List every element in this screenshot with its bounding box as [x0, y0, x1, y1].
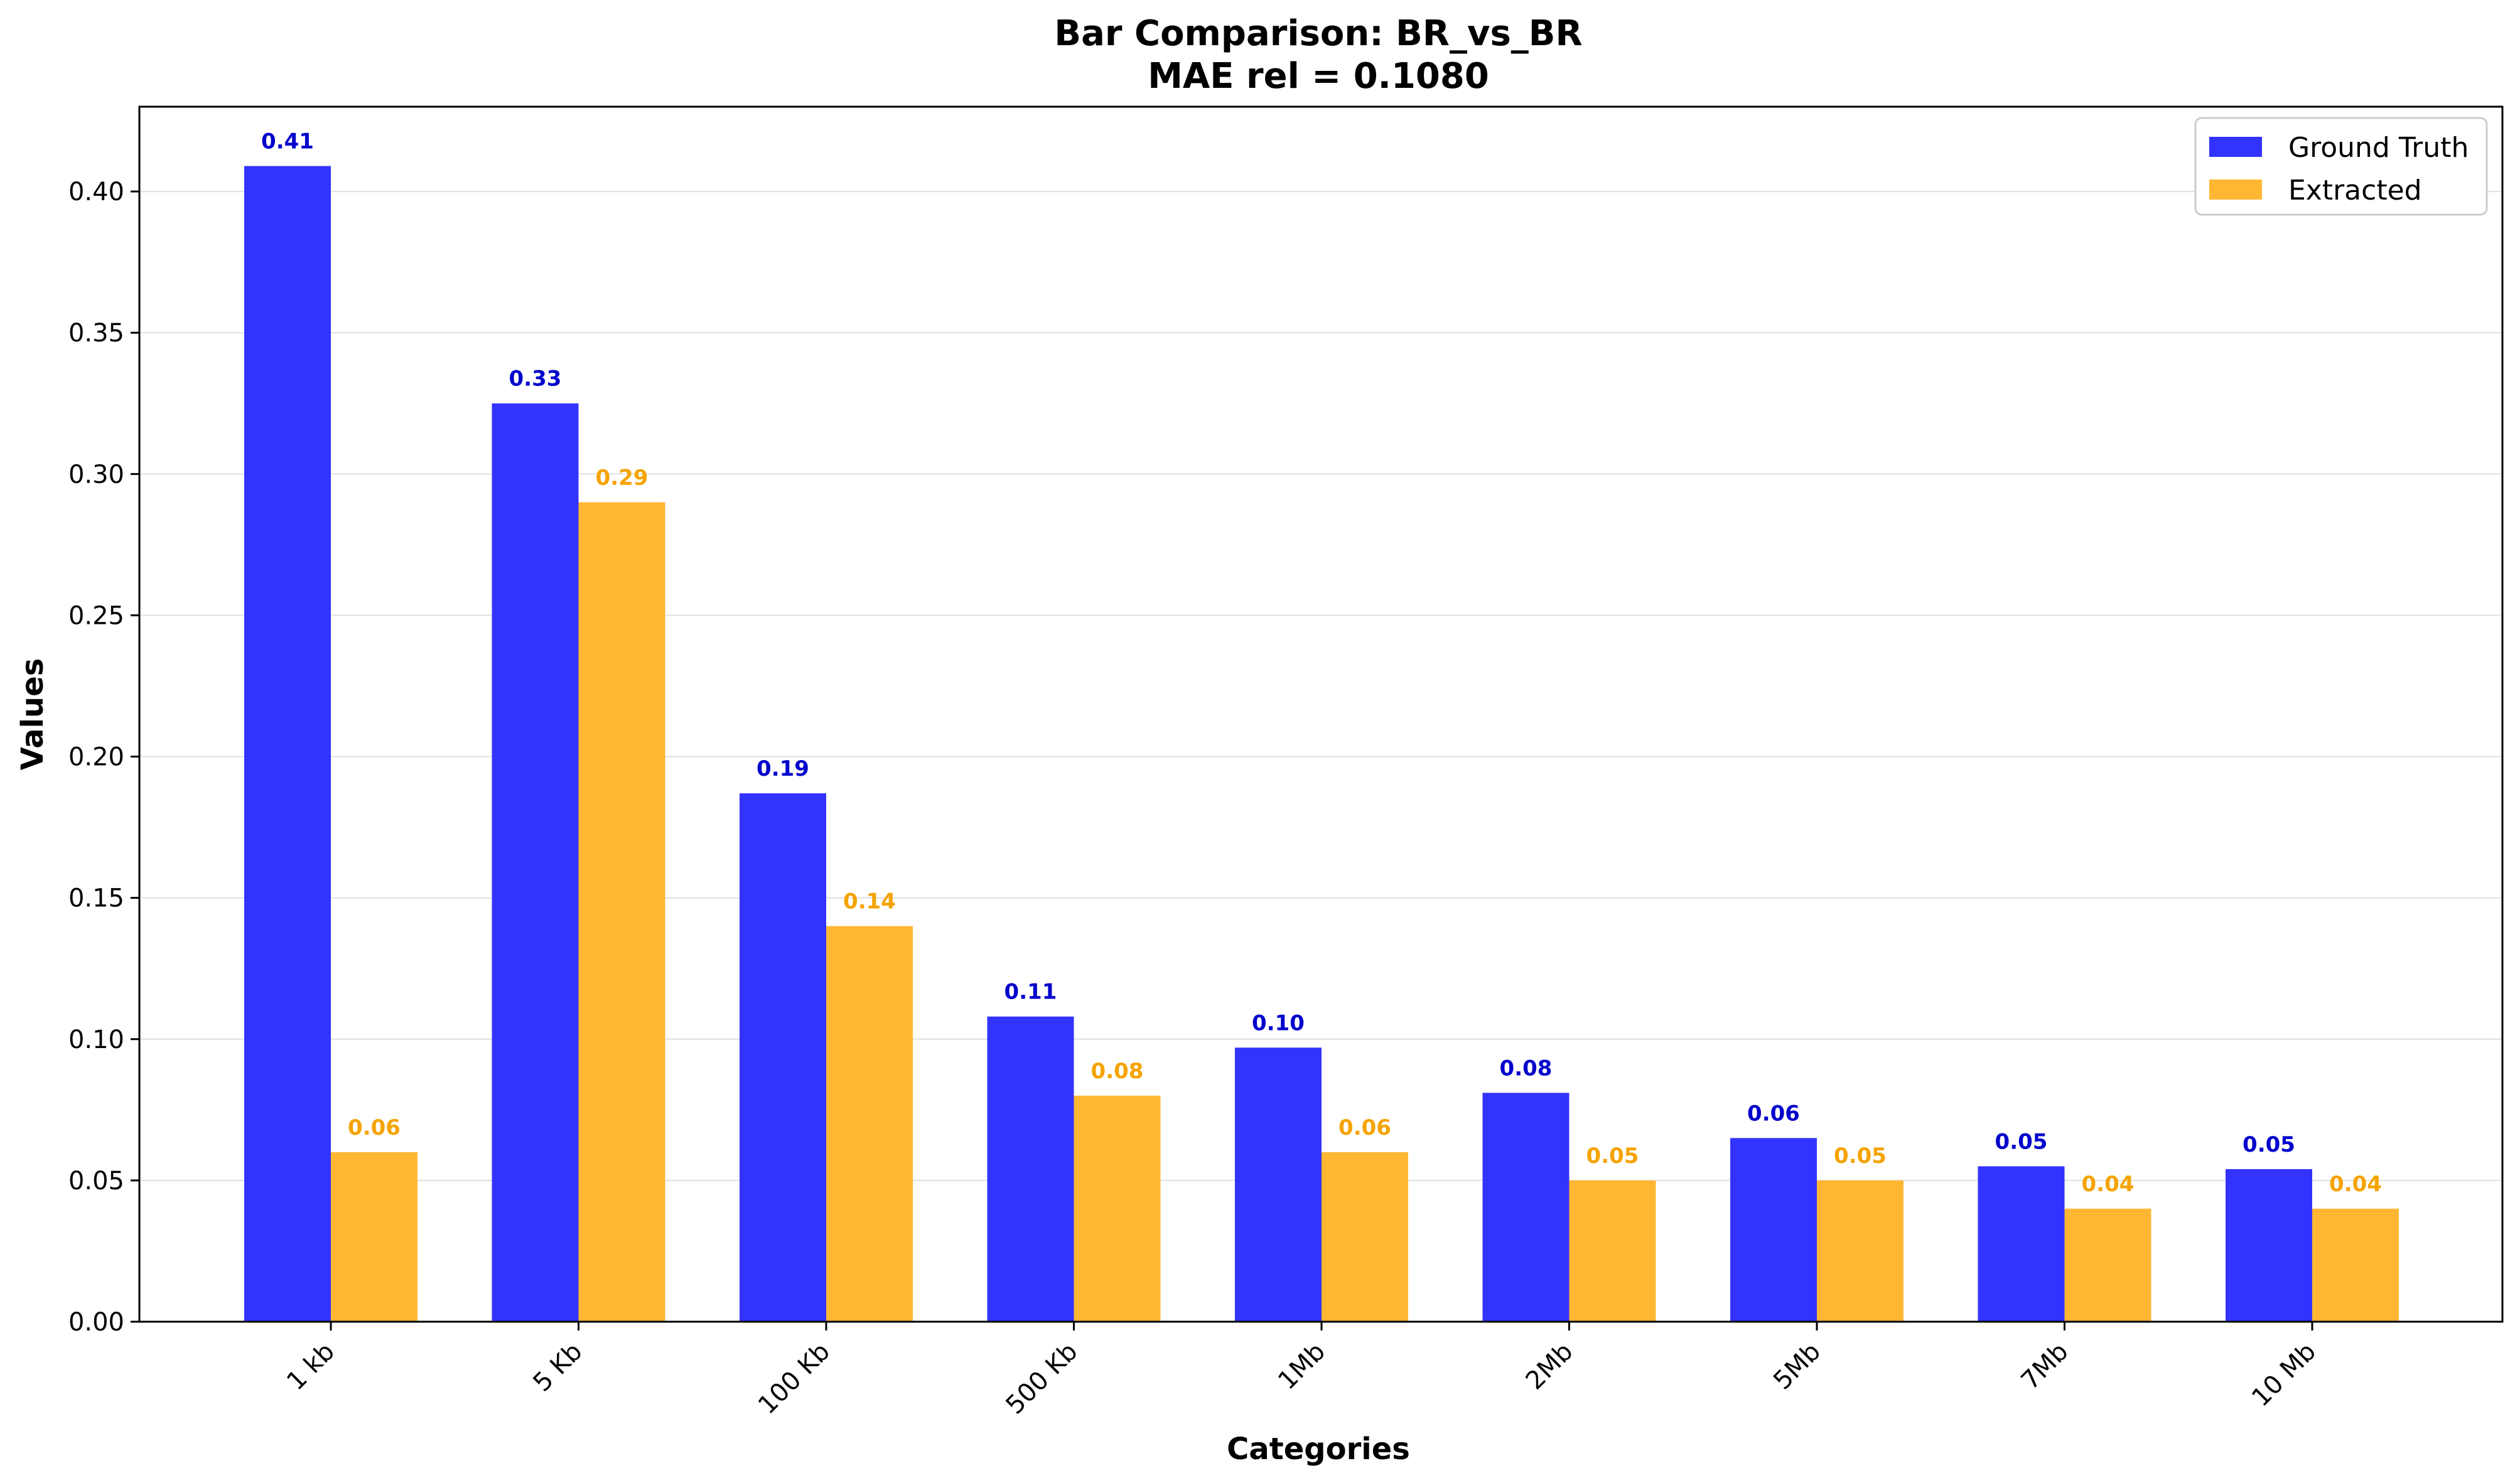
bar-extracted: [826, 926, 913, 1322]
legend-swatch: [2209, 179, 2262, 200]
value-label: 0.06: [1747, 1101, 1800, 1126]
bar-ground-truth: [1730, 1138, 1817, 1322]
value-label: 0.19: [757, 756, 809, 781]
bar-ground-truth: [1978, 1166, 2065, 1322]
value-label: 0.14: [843, 889, 896, 914]
y-tick-label: 0.25: [68, 601, 124, 630]
y-tick-label: 0.00: [68, 1308, 124, 1337]
bar-ground-truth: [1482, 1093, 1570, 1322]
y-tick-label: 0.15: [68, 884, 124, 913]
value-label: 0.08: [1091, 1059, 1144, 1084]
legend-label: Extracted: [2288, 174, 2422, 206]
value-label: 0.11: [1004, 980, 1057, 1005]
legend-box: [2194, 117, 2488, 216]
bar-ground-truth: [1235, 1047, 1322, 1322]
value-label: 0.08: [1500, 1056, 1553, 1081]
y-tick-label: 0.05: [68, 1167, 124, 1196]
bar-ground-truth: [492, 403, 579, 1322]
y-axis: 0.00 0.05 0.10 0.15 0.20 0.25 0.30 0.35 0.40: [68, 178, 139, 1337]
y-tick-label: 0.20: [68, 743, 124, 772]
chart-title: Bar Comparison: BR_vs_BR: [1054, 13, 1582, 54]
bar-ground-truth: [244, 166, 331, 1322]
value-label: 0.05: [1586, 1143, 1639, 1169]
bar-extracted: [1074, 1095, 1161, 1322]
value-label: 0.05: [1834, 1143, 1887, 1169]
bar-extracted: [578, 502, 665, 1322]
y-axis-label: Values: [15, 658, 50, 771]
bar-extracted: [1569, 1180, 1656, 1322]
legend-label: Ground Truth: [2288, 132, 2469, 164]
bar-extracted: [331, 1152, 417, 1322]
value-label: 0.06: [1338, 1115, 1391, 1140]
value-label: 0.04: [2329, 1172, 2382, 1197]
value-label: 0.04: [2082, 1172, 2135, 1197]
bar-extracted: [1322, 1152, 1408, 1322]
value-label: 0.29: [596, 465, 649, 490]
value-label: 0.33: [509, 367, 562, 392]
value-labels-group: 0.41 0.33 0.19 0.11 0.10 0.08 0.06 0.05 0.05 0.06…: [261, 129, 2382, 1197]
bar-ground-truth: [987, 1016, 1074, 1322]
legend-swatch: [2209, 137, 2262, 157]
y-tick-label: 0.35: [68, 319, 124, 348]
bar-extracted: [2064, 1208, 2151, 1322]
x-axis-label: Categories: [1227, 1432, 1410, 1467]
legend: Ground Truth Extracted: [2194, 117, 2488, 216]
bar-extracted: [1817, 1180, 1903, 1322]
y-tick-label: 0.40: [68, 178, 124, 206]
value-label: 0.05: [2243, 1132, 2295, 1157]
y-tick-label: 0.10: [68, 1025, 124, 1054]
value-label: 0.06: [348, 1115, 401, 1140]
bar-ground-truth: [2226, 1169, 2312, 1322]
value-label: 0.05: [1995, 1129, 2048, 1154]
value-label: 0.41: [261, 129, 314, 154]
y-tick-label: 0.30: [68, 460, 124, 489]
bar-ground-truth: [740, 793, 826, 1322]
chart-subtitle: MAE rel = 0.1080: [1148, 56, 1489, 97]
bars-group: [244, 166, 2399, 1322]
bar-extracted: [2312, 1208, 2399, 1322]
value-label: 0.10: [1252, 1010, 1305, 1036]
